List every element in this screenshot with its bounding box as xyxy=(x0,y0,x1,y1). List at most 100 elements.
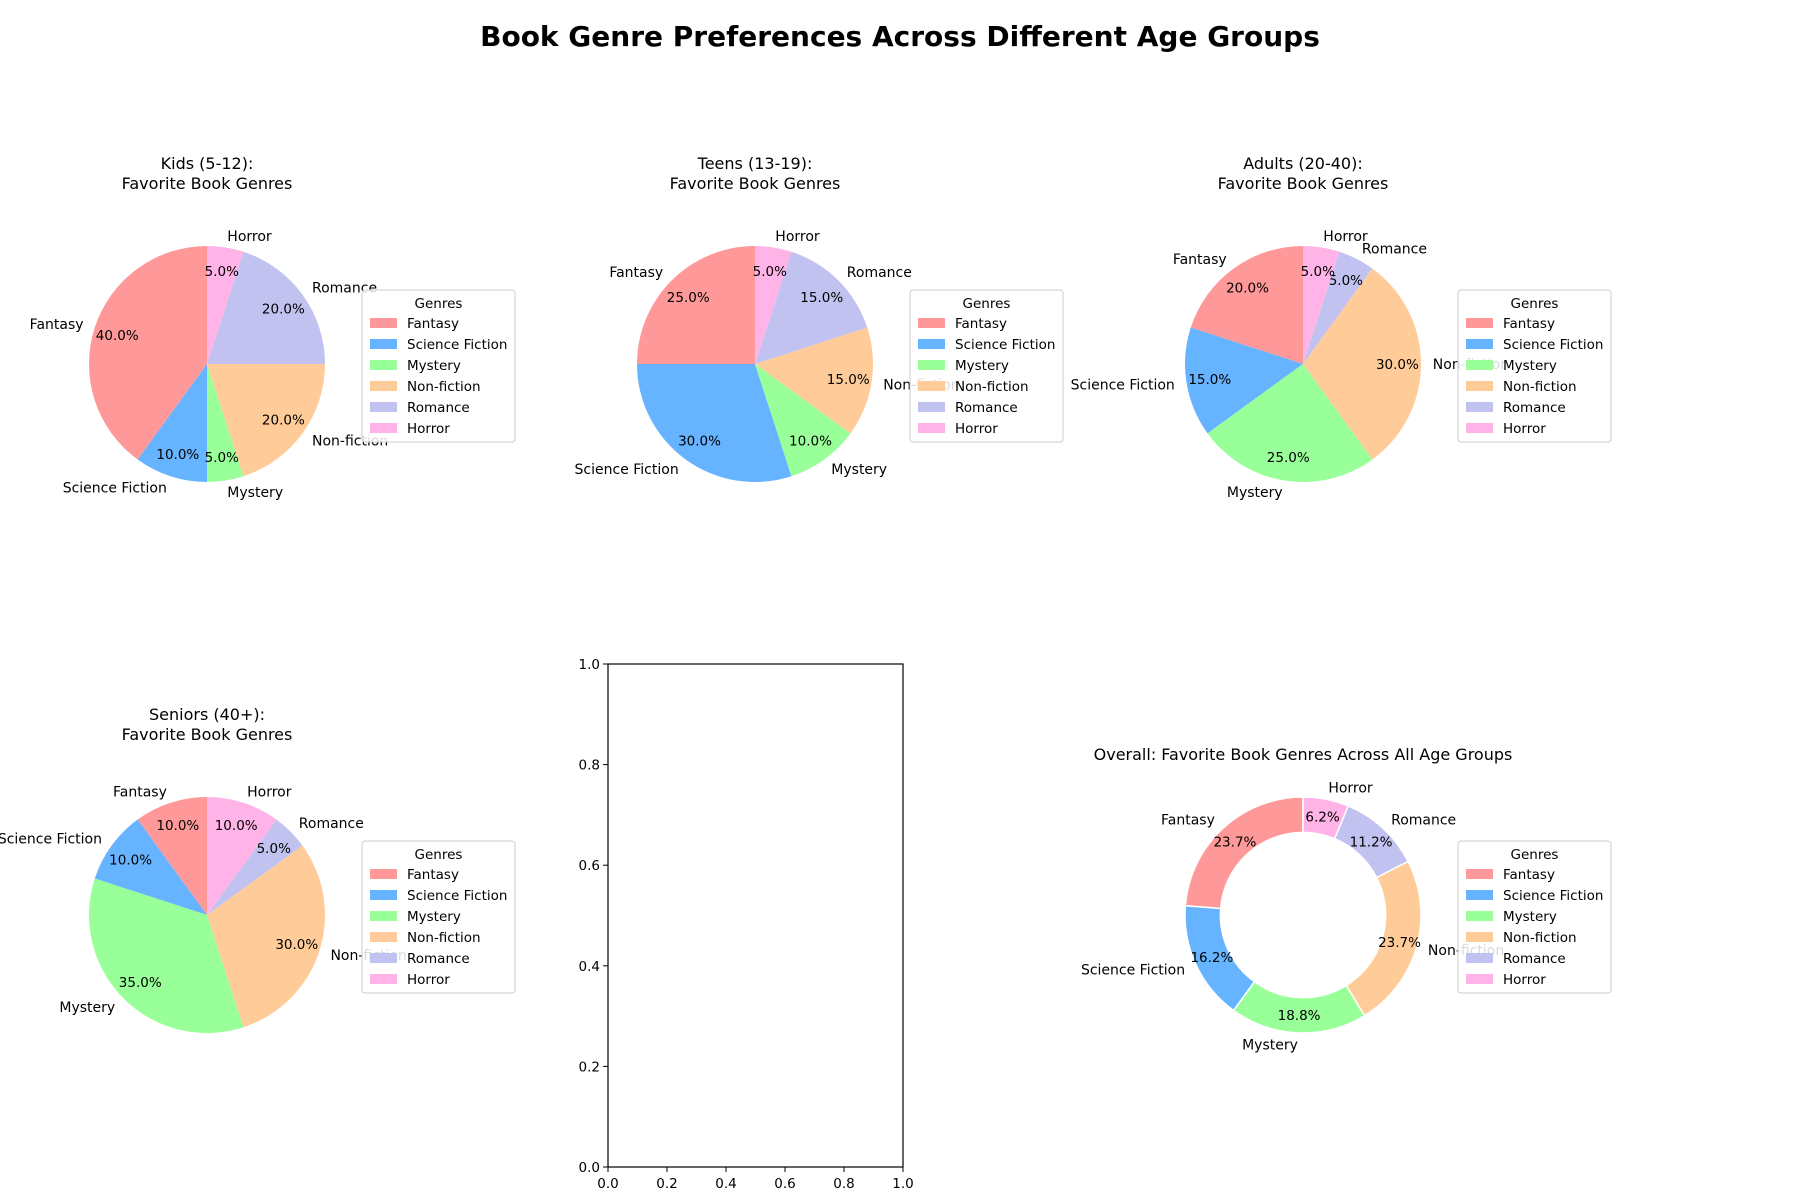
percent-label: 35.0% xyxy=(119,975,162,991)
percent-label: 5.0% xyxy=(753,264,787,280)
panel-6: Overall: Favorite Book Genres Across All… xyxy=(1081,745,1612,1054)
legend-frame xyxy=(1457,840,1612,994)
legend-title: Genres xyxy=(415,296,463,312)
slice-label: Mystery xyxy=(831,462,887,478)
legend-title: Genres xyxy=(415,847,463,863)
panel-title: Favorite Book Genres xyxy=(1218,174,1389,193)
legend-entry: Romance xyxy=(407,400,470,416)
percent-label: 30.0% xyxy=(275,937,318,953)
slice-label: Science Fiction xyxy=(1081,962,1185,978)
percent-label: 5.0% xyxy=(257,841,291,857)
legend-entry: Romance xyxy=(1503,400,1566,416)
legend-entry: Romance xyxy=(407,951,470,967)
panel-title: Favorite Book Genres xyxy=(122,174,293,193)
slice-label: Fantasy xyxy=(1173,252,1227,268)
slice-horror xyxy=(1303,246,1340,364)
slice-label: Horror xyxy=(775,229,820,245)
slice-fantasy xyxy=(1190,246,1303,364)
legend-swatch xyxy=(370,381,397,391)
slice-non-fiction xyxy=(1303,268,1422,460)
legend-swatch xyxy=(1466,381,1493,391)
y-tick-label: 0.6 xyxy=(579,858,600,874)
panels: Kids (5-12):Favorite Book GenresFantasy4… xyxy=(0,154,1612,1192)
legend-entry: Fantasy xyxy=(407,867,459,883)
legend-entry: Fantasy xyxy=(955,316,1007,332)
percent-label: 5.0% xyxy=(1301,264,1335,280)
percent-label: 40.0% xyxy=(96,328,139,344)
figure-title: Book Genre Preferences Across Different … xyxy=(480,20,1320,53)
legend: Genres Fantasy Science Fiction Mystery Non-f… xyxy=(1457,289,1612,443)
slice-label: Science Fiction xyxy=(0,832,102,848)
legend-entry: Non-fiction xyxy=(1503,930,1577,946)
percent-label: 6.2% xyxy=(1305,810,1339,826)
slice-fantasy xyxy=(637,246,755,364)
slice-label: Romance xyxy=(1391,813,1456,829)
slice-non-fiction xyxy=(207,845,325,1028)
legend-entry: Science Fiction xyxy=(407,337,507,353)
legend-swatch xyxy=(918,318,945,328)
legend-entry: Mystery xyxy=(407,358,461,374)
percent-label: 10.0% xyxy=(109,853,152,869)
legend-entry: Romance xyxy=(955,400,1018,416)
slice-label: Horror xyxy=(1323,229,1368,245)
legend-entry: Science Fiction xyxy=(407,888,507,904)
percent-label: 5.0% xyxy=(205,264,239,280)
legend-entry: Fantasy xyxy=(1503,316,1555,332)
legend-swatch xyxy=(918,381,945,391)
legend-swatch xyxy=(918,360,945,370)
legend-entry: Mystery xyxy=(1503,909,1557,925)
legend-swatch xyxy=(918,402,945,412)
legend-title: Genres xyxy=(963,296,1011,312)
legend-entry: Horror xyxy=(407,421,450,437)
panel-title: Seniors (40+): xyxy=(149,705,265,724)
percent-label: 30.0% xyxy=(678,433,721,449)
legend-swatch xyxy=(1466,869,1493,879)
x-tick-label: 0.2 xyxy=(656,1176,677,1192)
legend-entry: Fantasy xyxy=(1503,867,1555,883)
panel-1: Kids (5-12):Favorite Book Genres Fantasy 4… xyxy=(30,154,516,501)
slice-label: Fantasy xyxy=(1161,813,1215,829)
slice-label: Horror xyxy=(227,229,272,245)
legend-frame xyxy=(909,289,1064,443)
legend-swatch xyxy=(370,911,397,921)
legend-swatch xyxy=(370,360,397,370)
slice-mystery xyxy=(755,364,851,477)
legend-entry: Horror xyxy=(407,972,450,988)
legend-swatch xyxy=(1466,318,1493,328)
percent-label: 10.0% xyxy=(156,447,199,463)
percent-label: 25.0% xyxy=(667,290,710,306)
legend-swatch xyxy=(370,318,397,328)
panel-3: Adults (20-40):Favorite Book Genres Fanta… xyxy=(1071,154,1612,501)
x-tick-label: 0.6 xyxy=(774,1176,795,1192)
legend-entry: Science Fiction xyxy=(1503,888,1603,904)
legend-swatch xyxy=(370,402,397,412)
slice-label: Fantasy xyxy=(609,265,663,281)
y-tick-label: 0.8 xyxy=(579,758,600,774)
legend-swatch xyxy=(370,423,397,433)
legend-swatch xyxy=(1466,974,1493,984)
legend: Genres Fantasy Science Fiction Mystery Non-f… xyxy=(909,289,1064,443)
percent-label: 15.0% xyxy=(827,372,870,388)
legend-swatch xyxy=(370,932,397,942)
slice-label: Science Fiction xyxy=(1071,377,1175,393)
legend-entry: Romance xyxy=(1503,951,1566,967)
percent-label: 23.7% xyxy=(1213,834,1256,850)
legend-entry: Mystery xyxy=(955,358,1009,374)
legend-swatch xyxy=(1466,953,1493,963)
legend-entry: Non-fiction xyxy=(955,379,1029,395)
legend: Genres Fantasy Science Fiction Mystery Non-f… xyxy=(361,289,516,443)
legend-frame xyxy=(361,289,516,443)
slice-fantasy xyxy=(137,797,207,915)
legend-swatch xyxy=(1466,402,1493,412)
slice-label: Fantasy xyxy=(30,317,84,333)
slice-label: Science Fiction xyxy=(575,462,679,478)
percent-label: 30.0% xyxy=(1376,357,1419,373)
slice-label: Horror xyxy=(247,785,292,801)
legend: Genres Fantasy Science Fiction Mystery Non-f… xyxy=(361,840,516,994)
legend-swatch xyxy=(1466,339,1493,349)
slice-horror xyxy=(755,246,792,364)
slice-mystery xyxy=(89,878,244,1033)
legend-swatch xyxy=(1466,360,1493,370)
legend-title: Genres xyxy=(1511,296,1559,312)
legend-swatch xyxy=(1466,890,1493,900)
